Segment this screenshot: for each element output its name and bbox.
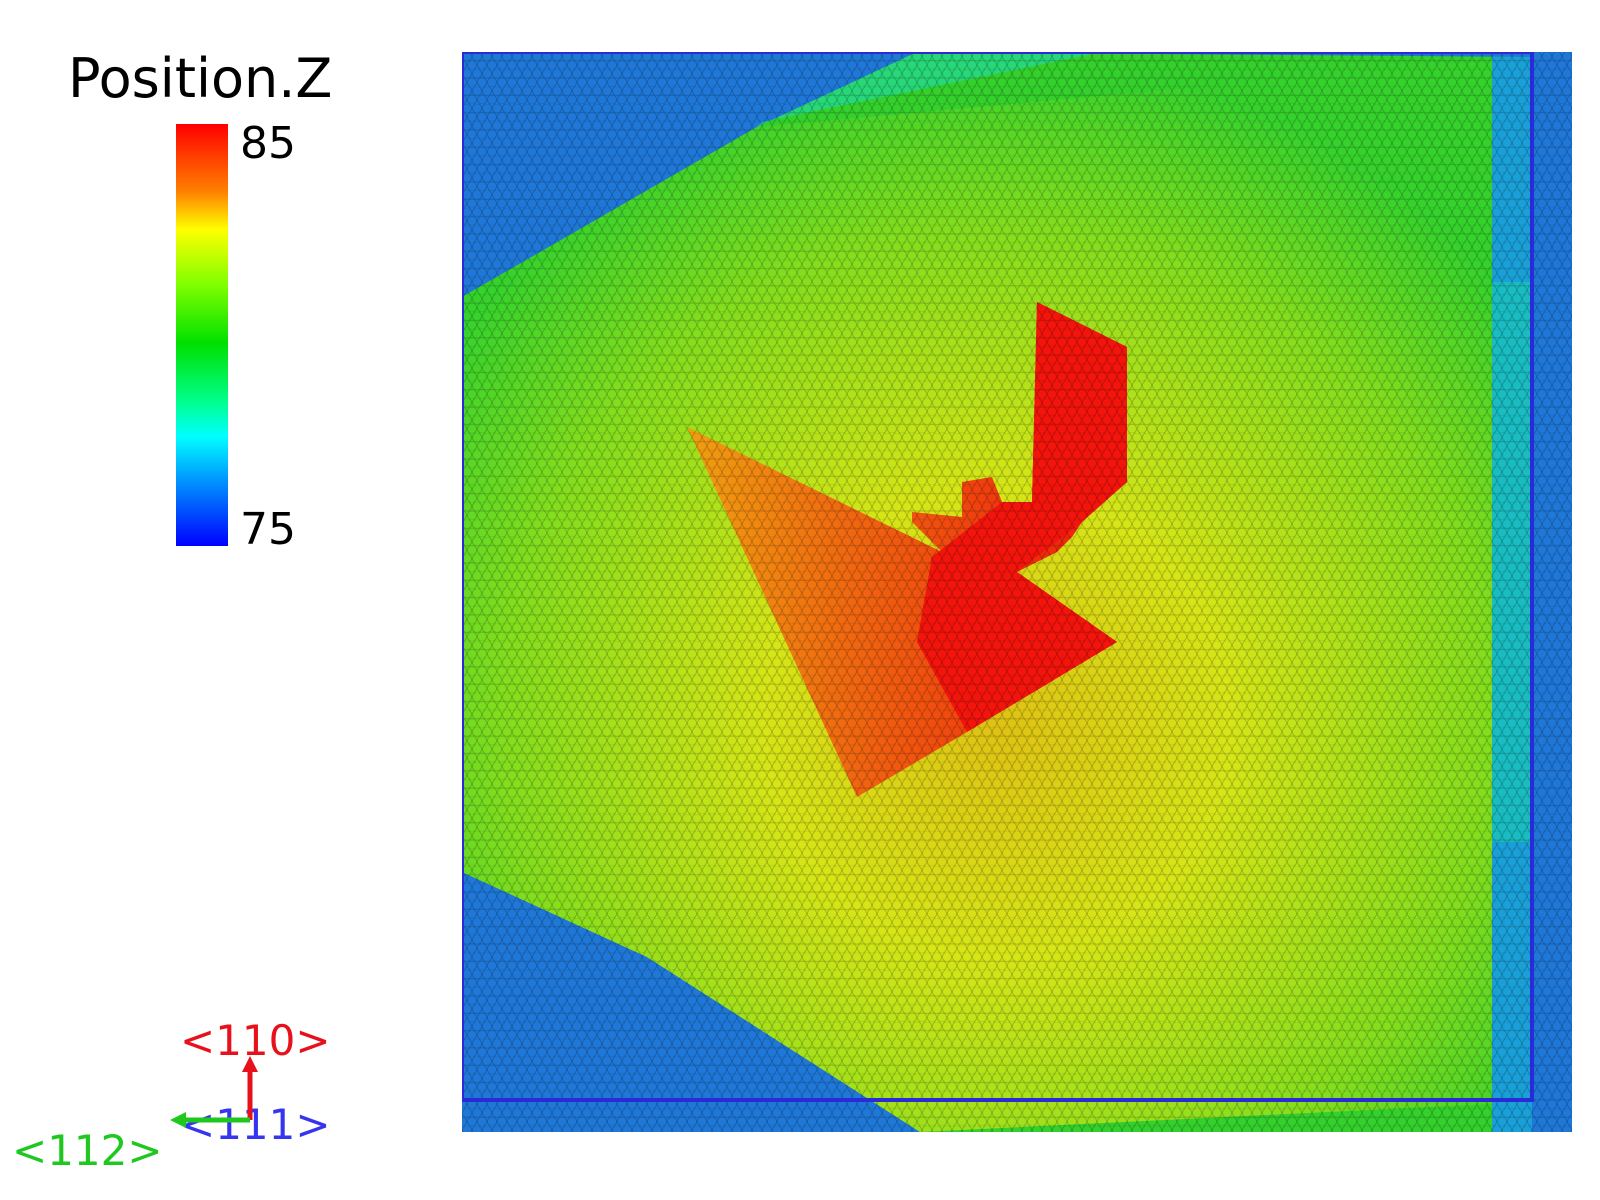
axis-110-arrowhead xyxy=(242,1056,258,1072)
axis-112-label: <112> xyxy=(12,1126,163,1175)
atom-position-map xyxy=(462,52,1572,1132)
colorbar-max-label: 85 xyxy=(240,118,296,169)
colorbar-min-label: 75 xyxy=(240,504,296,555)
colorbar-title: Position.Z xyxy=(68,47,333,110)
axis-110-label: <110> xyxy=(180,1016,331,1065)
axis-111-label: <111> xyxy=(180,1100,331,1149)
colorbar-gradient xyxy=(176,124,228,546)
atom-lattice xyxy=(462,52,1572,1132)
axis-112-arrowhead xyxy=(170,1112,186,1128)
orientation-axes xyxy=(170,1056,258,1128)
map-border xyxy=(462,52,1534,1102)
